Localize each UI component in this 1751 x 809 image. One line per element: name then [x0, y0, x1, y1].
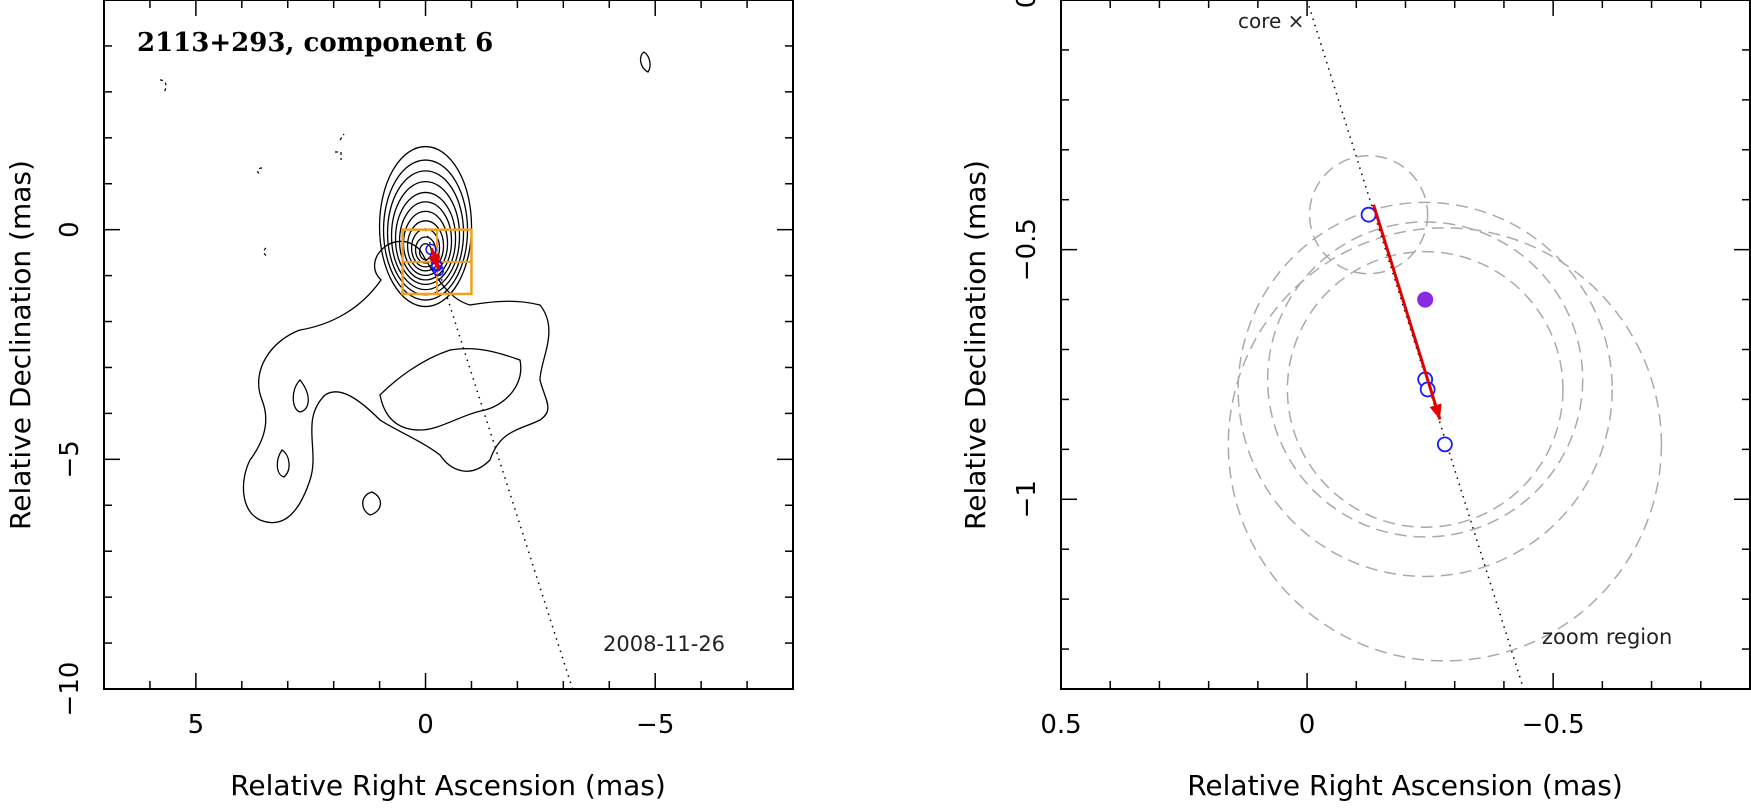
jet-contour: [379, 348, 522, 431]
contour-map: [159, 51, 651, 524]
right-panel: 0.5 0 −0.5 0 −0.5 −1 core × zoom region Relat…: [959, 0, 1751, 802]
left-marks: [401, 228, 574, 690]
error-circle: [1266, 221, 1584, 538]
core-contour: [406, 220, 445, 272]
right-y-tick-label: −0.5: [1012, 218, 1042, 281]
velocity-arrow: [1372, 204, 1442, 420]
left-y-tick-label: −10: [55, 662, 85, 717]
velocity-arrow-head: [1429, 403, 1442, 420]
negative-contour: [263, 247, 268, 257]
negative-contour: [256, 167, 263, 175]
left-ticks: 5 0 −5 0 −5 −10: [55, 0, 794, 740]
left-y-tick-label: 0: [55, 221, 85, 238]
left-y-tick-label: −5: [55, 440, 85, 478]
right-marks: [1227, 0, 1663, 690]
jet-direction-line: [424, 229, 574, 690]
jet-contour: [292, 379, 309, 413]
core-contour: [394, 191, 457, 286]
component-point: [425, 243, 437, 256]
core-contour: [378, 145, 473, 308]
error-circle: [1308, 154, 1429, 275]
jet-contour: [276, 449, 290, 478]
zoom-region-label: zoom region: [1542, 625, 1672, 649]
left-plot-frame: [103, 0, 794, 690]
right-x-tick-label: 0: [1299, 710, 1316, 740]
left-x-tick-label: 0: [417, 710, 434, 740]
core-contour: [386, 170, 465, 296]
mean-position-point: [1417, 291, 1434, 308]
right-y-tick-label: −1: [1012, 480, 1042, 518]
error-circle: [1227, 227, 1663, 662]
right-y-tick-label: 0: [1012, 0, 1042, 8]
right-ticks: 0.5 0 −0.5 0 −0.5 −1: [1012, 0, 1751, 740]
negative-contour: [335, 151, 342, 160]
error-circle: [1286, 250, 1564, 528]
jet-contour: [242, 240, 550, 524]
right-plot-frame: [1060, 0, 1751, 690]
jet-contour: [362, 491, 382, 516]
negative-contour: [339, 133, 345, 141]
left-x-tick-label: 5: [188, 710, 205, 740]
right-y-axis-title: Relative Declination (mas): [959, 160, 992, 530]
right-x-tick-label: 0.5: [1040, 710, 1081, 740]
jet-contour: [639, 51, 651, 73]
right-x-tick-label: −0.5: [1522, 710, 1585, 740]
velocity-arrow-head: [427, 253, 440, 270]
error-circle: [1237, 201, 1613, 578]
core-contour: [390, 181, 461, 291]
negative-contour: [159, 79, 167, 93]
left-x-tick-label: −5: [636, 710, 674, 740]
left-y-axis-title: Relative Declination (mas): [4, 160, 37, 530]
component-point: [1436, 436, 1453, 453]
observation-date: 2008-11-26: [603, 632, 725, 656]
component-point: [1360, 206, 1377, 223]
plot-title: 2113+293, component 6: [137, 28, 493, 58]
left-panel: 5 0 −5 0 −5 −10 2113+293, component 6 2008-11…: [4, 0, 794, 802]
left-x-axis-title: Relative Right Ascension (mas): [230, 769, 666, 802]
core-label: core ×: [1238, 9, 1304, 33]
right-x-axis-title: Relative Right Ascension (mas): [1187, 769, 1623, 802]
